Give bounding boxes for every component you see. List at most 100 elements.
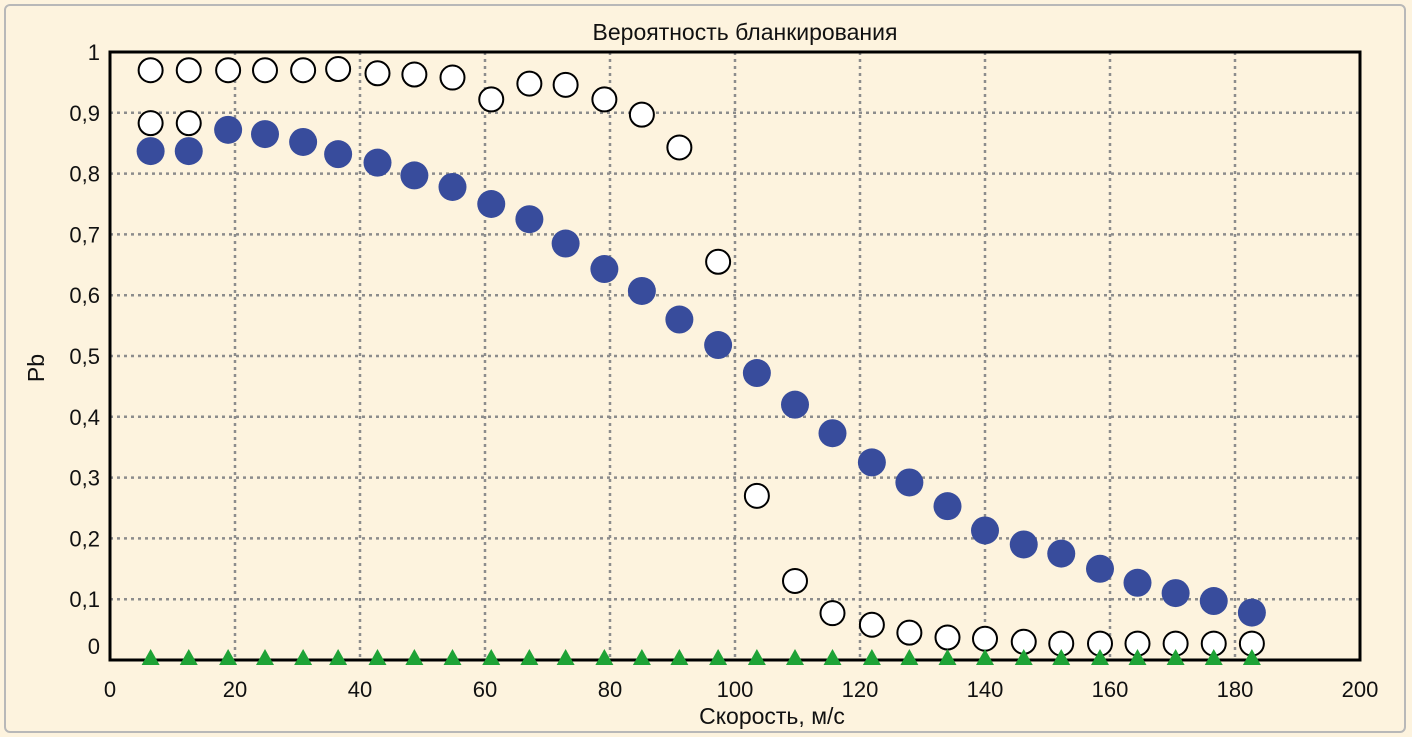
filled-circle-point [363,148,392,177]
triangle-point [141,649,160,665]
open-circle-point [439,64,466,91]
filled-circle-point [289,127,318,156]
filled-circle-point [781,390,809,419]
filled-circle-point [1009,530,1038,559]
x-tick-label: 60 [473,677,497,702]
grid-lines [110,52,1360,660]
filled-circle-point [1047,539,1076,568]
x-tick-label: 0 [104,677,116,702]
triangle-point [179,649,198,665]
filled-circle-point [971,516,999,545]
filled-circle-point [704,331,733,360]
filled-circle-point [400,161,429,190]
triangle-point [862,649,881,665]
axis-ticks: 0 20 40 60 80 100 120 140 160 180 200 0 0,1 0,2 0,3 0,4… [69,40,1378,702]
triangle-point [786,649,804,665]
triangle-point [329,649,348,665]
open-circle-point [325,56,352,83]
triangle-point [256,649,274,665]
triangle-point [219,649,238,665]
open-circle-point [478,86,505,113]
filled-circle-point [857,448,886,477]
open-circle-point [401,61,428,88]
y-tick-label: 0,2 [69,526,100,551]
triangle-point [670,649,689,665]
x-tick-label: 140 [967,677,1004,702]
filled-circle-point [214,115,243,144]
open-circle-point [364,60,391,87]
y-tick-label: 0,1 [69,587,100,612]
filled-circle-point [1086,554,1114,583]
triangle-point [1014,649,1033,665]
y-tick-label: 0,9 [69,101,100,126]
open-circle-point [137,57,164,84]
x-tick-label: 20 [223,677,247,702]
open-circle-point [628,101,655,128]
filled-circle-point [136,137,165,166]
x-tick-label: 80 [598,677,622,702]
open-circle-point [290,57,317,84]
open-circle-point [896,619,923,646]
open-circle-point [552,71,579,98]
y-axis-label: Pb [23,354,49,382]
y-tick-label: 0 [88,634,100,659]
triangle-point [632,649,651,665]
filled-circle-point [251,120,279,149]
triangle-point [405,649,424,665]
triangle-point [747,649,766,665]
open-circle-point [934,624,961,651]
filled-circle-point [895,468,924,497]
filled-circle-point [1161,579,1190,608]
filled-circle-point [1199,587,1228,616]
x-tick-label: 200 [1342,677,1379,702]
open-circle-point [666,134,693,161]
y-tick-label: 0,8 [69,162,100,187]
triangle-point [938,649,957,665]
triangle-point [294,649,313,665]
triangle-point [443,649,462,665]
triangle-point [709,649,728,665]
open-circle-point [858,611,885,638]
open-circle-point [175,57,202,84]
filled-circle-point [933,492,962,521]
filled-circle-point [1123,568,1152,597]
open-circle-point [743,482,770,509]
plot-area [108,50,1362,662]
open-circle-point [782,567,808,594]
open-circle-point [591,86,618,113]
triangle-point [1204,649,1223,665]
filled-circle-point [438,172,467,201]
y-tick-label: 0,6 [69,283,100,308]
y-tick-label: 1 [88,40,100,65]
open-circle-point [705,248,732,275]
triangle-point [595,649,614,665]
open-circle-point [215,57,242,84]
x-tick-label: 100 [717,677,754,702]
triangle-point [368,649,387,665]
triangle-point [1166,649,1185,665]
triangle-point [823,649,842,665]
filled-circle-point [818,419,847,448]
triangle-point [482,649,501,665]
x-tick-label: 40 [348,677,372,702]
filled-circle-point [590,255,619,284]
y-tick-label: 0,7 [69,222,100,247]
triangle-point [1091,649,1109,665]
chart-title: Вероятность бланкирования [593,19,898,45]
open-circle-point [819,600,846,627]
open-circle-point [516,70,543,97]
open-circle-point [252,57,278,84]
filled-circle-point [1237,598,1266,627]
filled-circle-point [515,205,544,234]
triangle-point [900,649,919,665]
open-circle-point [137,110,164,137]
triangle-point [556,649,575,665]
x-tick-label: 160 [1092,677,1129,702]
open-circle-point [175,110,202,137]
triangle-point [1242,649,1261,665]
y-tick-label: 0,5 [69,344,100,369]
y-tick-label: 0,3 [69,466,100,491]
filled-circle-point [477,190,506,218]
x-axis-label: Скорость, м/с [699,703,845,729]
